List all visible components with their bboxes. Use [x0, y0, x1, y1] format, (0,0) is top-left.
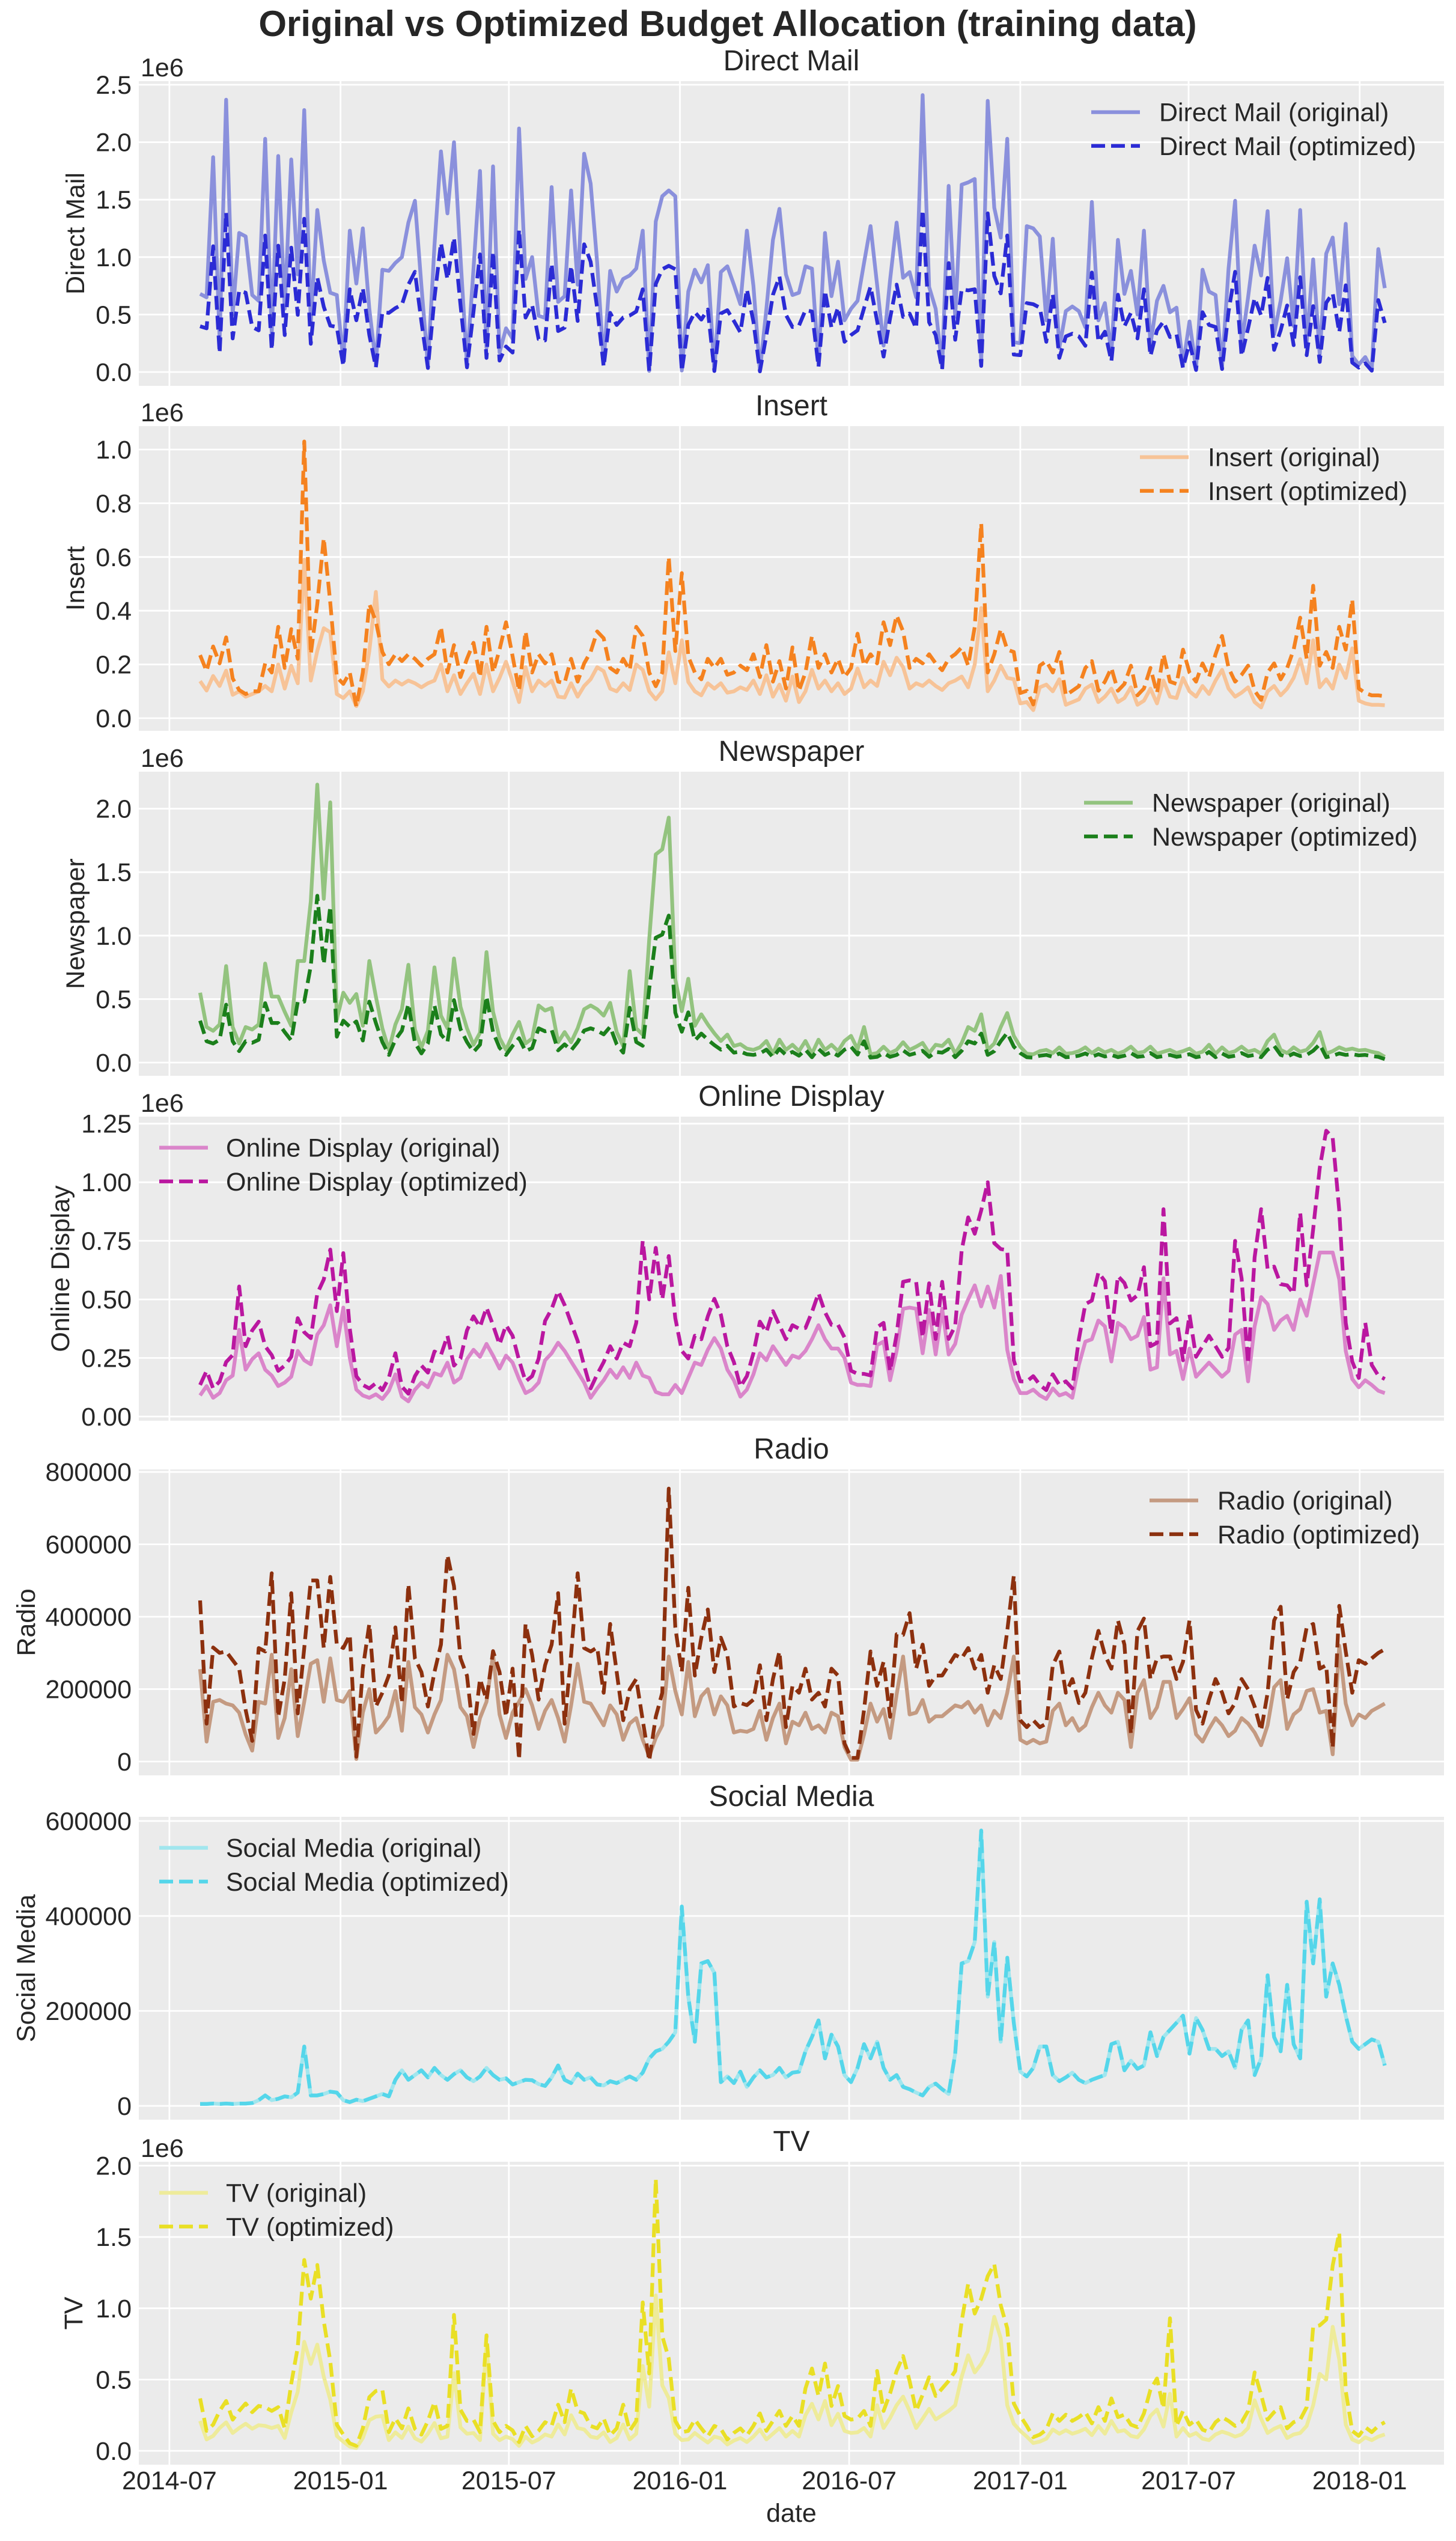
svg-text:1.0: 1.0 — [96, 243, 132, 272]
svg-text:0.50: 0.50 — [81, 1286, 132, 1314]
svg-text:Insert (optimized): Insert (optimized) — [1208, 477, 1407, 506]
svg-text:0.2: 0.2 — [96, 651, 132, 680]
svg-text:Radio (original): Radio (original) — [1217, 1487, 1393, 1516]
svg-text:Direct Mail: Direct Mail — [61, 172, 90, 294]
svg-text:2018-01: 2018-01 — [1312, 2466, 1407, 2495]
svg-text:Radio: Radio — [12, 1588, 41, 1656]
svg-text:Social Media: Social Media — [709, 1781, 874, 1813]
svg-text:0.6: 0.6 — [96, 543, 132, 572]
svg-text:Insert: Insert — [755, 390, 827, 422]
svg-text:2.0: 2.0 — [96, 795, 132, 824]
svg-text:Online Display (optimized): Online Display (optimized) — [226, 1168, 528, 1197]
svg-text:0.0: 0.0 — [96, 704, 132, 733]
svg-text:0: 0 — [117, 1748, 132, 1777]
svg-text:0.00: 0.00 — [81, 1403, 132, 1432]
svg-text:200000: 200000 — [46, 1997, 132, 2026]
svg-text:0.25: 0.25 — [81, 1344, 132, 1373]
svg-text:2015-07: 2015-07 — [461, 2466, 556, 2495]
svg-text:Online Display: Online Display — [698, 1081, 884, 1112]
svg-text:Insert: Insert — [61, 546, 90, 611]
svg-text:2017-07: 2017-07 — [1141, 2466, 1236, 2495]
svg-text:1.25: 1.25 — [81, 1110, 132, 1139]
svg-text:Radio: Radio — [754, 1433, 829, 1465]
svg-text:TV: TV — [773, 2126, 809, 2158]
svg-text:2015-01: 2015-01 — [293, 2466, 388, 2495]
svg-text:2014-07: 2014-07 — [122, 2466, 217, 2495]
svg-text:0.4: 0.4 — [96, 597, 132, 626]
svg-text:Original vs Optimized Budget A: Original vs Optimized Budget Allocation … — [258, 4, 1196, 44]
svg-text:2017-01: 2017-01 — [973, 2466, 1068, 2495]
svg-text:1.5: 1.5 — [96, 186, 132, 215]
svg-text:Social Media: Social Media — [12, 1894, 41, 2042]
svg-text:date: date — [766, 2499, 817, 2528]
svg-text:0: 0 — [117, 2092, 132, 2121]
svg-text:1.0: 1.0 — [96, 2295, 132, 2323]
svg-text:TV: TV — [59, 2296, 88, 2329]
svg-text:0.75: 0.75 — [81, 1227, 132, 1256]
svg-text:1e6: 1e6 — [141, 744, 184, 773]
svg-text:0.5: 0.5 — [96, 985, 132, 1014]
svg-text:200000: 200000 — [46, 1676, 132, 1704]
svg-text:Newspaper: Newspaper — [719, 736, 865, 767]
svg-text:Social Media (original): Social Media (original) — [226, 1834, 481, 1863]
svg-text:Direct Mail (original): Direct Mail (original) — [1159, 99, 1389, 127]
svg-text:Newspaper (optimized): Newspaper (optimized) — [1152, 823, 1418, 852]
svg-text:0.5: 0.5 — [96, 2366, 132, 2394]
svg-text:2016-01: 2016-01 — [633, 2466, 728, 2495]
svg-text:0.5: 0.5 — [96, 300, 132, 329]
svg-text:400000: 400000 — [46, 1603, 132, 1632]
svg-text:Direct Mail (optimized): Direct Mail (optimized) — [1159, 132, 1416, 161]
svg-text:1.00: 1.00 — [81, 1168, 132, 1197]
svg-text:800000: 800000 — [46, 1458, 132, 1487]
svg-text:Direct Mail: Direct Mail — [723, 45, 860, 77]
svg-text:2.0: 2.0 — [96, 2152, 132, 2181]
svg-text:1e6: 1e6 — [141, 2134, 184, 2163]
svg-text:0.0: 0.0 — [96, 2437, 132, 2466]
svg-text:Online Display (original): Online Display (original) — [226, 1134, 500, 1163]
svg-text:400000: 400000 — [46, 1902, 132, 1931]
svg-text:Radio (optimized): Radio (optimized) — [1217, 1521, 1420, 1549]
svg-text:1.5: 1.5 — [96, 858, 132, 887]
svg-text:Online Display: Online Display — [46, 1185, 75, 1352]
svg-text:1e6: 1e6 — [141, 398, 184, 427]
svg-text:0.8: 0.8 — [96, 489, 132, 518]
svg-text:Social Media (optimized): Social Media (optimized) — [226, 1868, 509, 1897]
svg-text:1.0: 1.0 — [96, 436, 132, 465]
svg-text:2.0: 2.0 — [96, 129, 132, 157]
svg-text:1e6: 1e6 — [141, 53, 184, 82]
svg-text:TV (original): TV (original) — [226, 2179, 367, 2208]
svg-text:2.5: 2.5 — [96, 71, 132, 100]
svg-text:Newspaper: Newspaper — [61, 858, 90, 989]
svg-text:600000: 600000 — [46, 1807, 132, 1836]
svg-text:Newspaper (original): Newspaper (original) — [1152, 789, 1391, 818]
svg-text:1.5: 1.5 — [96, 2223, 132, 2252]
svg-text:0.0: 0.0 — [96, 358, 132, 387]
svg-text:1e6: 1e6 — [141, 1089, 184, 1118]
svg-text:600000: 600000 — [46, 1531, 132, 1560]
svg-text:2016-07: 2016-07 — [802, 2466, 897, 2495]
svg-text:TV (optimized): TV (optimized) — [226, 2213, 394, 2242]
svg-text:0.0: 0.0 — [96, 1049, 132, 1078]
svg-text:1.0: 1.0 — [96, 922, 132, 951]
svg-text:Insert (original): Insert (original) — [1208, 444, 1380, 472]
